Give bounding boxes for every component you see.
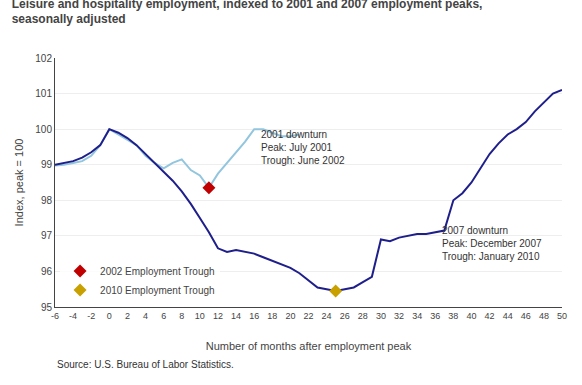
svg-text:16: 16 — [249, 311, 259, 321]
svg-text:14: 14 — [231, 311, 241, 321]
svg-text:44: 44 — [503, 311, 513, 321]
svg-text:30: 30 — [376, 311, 386, 321]
svg-text:2001 downturnPeak: July 2001Tr: 2001 downturnPeak: July 2001Trough: June… — [261, 129, 345, 166]
svg-text:2007 downturnPeak: December 20: 2007 downturnPeak: December 2007Trough: … — [442, 225, 542, 262]
svg-text:102: 102 — [35, 53, 52, 64]
svg-text:42: 42 — [485, 311, 495, 321]
svg-text:40: 40 — [466, 311, 476, 321]
svg-text:50: 50 — [557, 311, 567, 321]
svg-text:95: 95 — [41, 302, 53, 313]
svg-text:-4: -4 — [69, 311, 77, 321]
svg-text:101: 101 — [35, 88, 52, 99]
svg-text:Leisure and hospitality employ: Leisure and hospitality employment, inde… — [12, 0, 483, 26]
svg-text:26: 26 — [340, 311, 350, 321]
svg-text:Source: U.S. Bureau of Labor S: Source: U.S. Bureau of Labor Statistics. — [57, 359, 234, 370]
svg-text:18: 18 — [267, 311, 277, 321]
svg-text:6: 6 — [161, 311, 166, 321]
svg-text:24: 24 — [322, 311, 332, 321]
svg-text:8: 8 — [179, 311, 184, 321]
svg-text:99: 99 — [41, 159, 53, 170]
svg-text:98: 98 — [41, 195, 53, 206]
svg-text:34: 34 — [412, 311, 422, 321]
svg-text:Index, peak = 100: Index, peak = 100 — [13, 139, 25, 227]
svg-text:2010 Employment Trough: 2010 Employment Trough — [100, 285, 215, 296]
svg-text:38: 38 — [448, 311, 458, 321]
svg-text:12: 12 — [213, 311, 223, 321]
svg-text:Number of months after employm: Number of months after employment peak — [206, 340, 412, 352]
svg-text:22: 22 — [303, 311, 313, 321]
svg-text:-2: -2 — [87, 311, 95, 321]
svg-text:100: 100 — [35, 124, 52, 135]
svg-text:10: 10 — [195, 311, 205, 321]
svg-text:2: 2 — [125, 311, 130, 321]
svg-text:96: 96 — [41, 266, 53, 277]
svg-text:0: 0 — [107, 311, 112, 321]
svg-text:28: 28 — [358, 311, 368, 321]
svg-text:36: 36 — [430, 311, 440, 321]
svg-text:2002 Employment Trough: 2002 Employment Trough — [100, 266, 215, 277]
svg-text:46: 46 — [521, 311, 531, 321]
svg-text:32: 32 — [394, 311, 404, 321]
svg-text:20: 20 — [285, 311, 295, 321]
svg-text:97: 97 — [41, 230, 53, 241]
svg-text:4: 4 — [143, 311, 148, 321]
svg-text:-6: -6 — [51, 311, 59, 321]
svg-text:48: 48 — [539, 311, 549, 321]
